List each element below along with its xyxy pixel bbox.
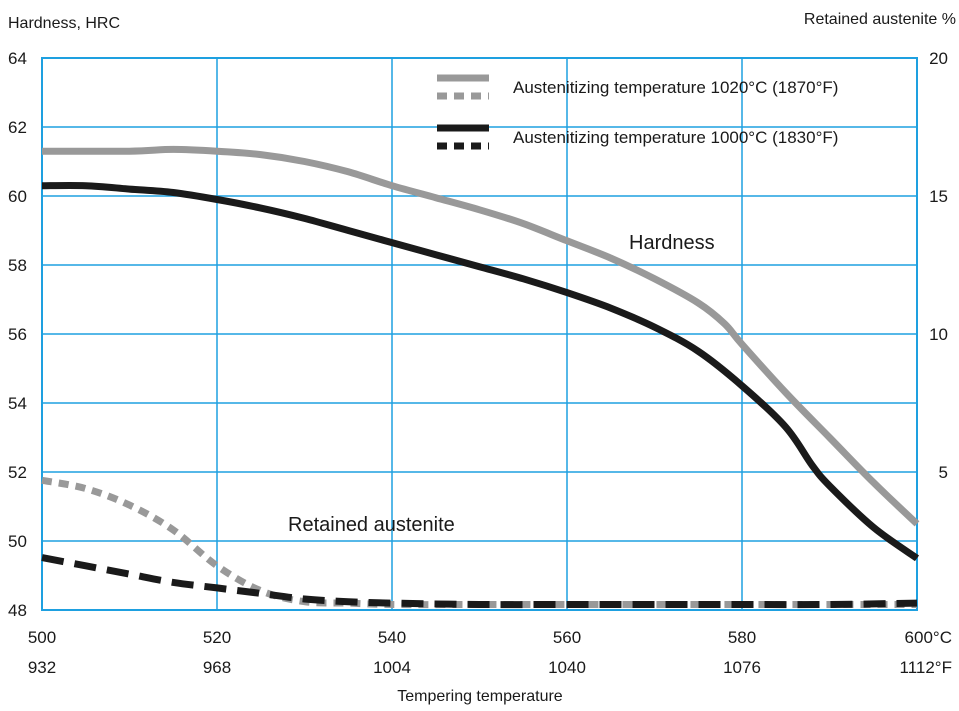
x-tick-label-fahrenheit: 1040 [548, 658, 586, 677]
x-tick-label-celsius: 580 [728, 628, 756, 647]
tick-labels: 48 50 52 54 56 58 60 62 64 5 10 15 20 500 520 540 560 580… [8, 49, 952, 677]
annotation-hardness: Hardness [629, 232, 715, 254]
y-right-tick-label: 20 [929, 49, 948, 68]
y-axis-right-title: Retained austenite % [804, 11, 956, 28]
x-tick-label-celsius: 540 [378, 628, 406, 647]
y-left-tick-label: 56 [8, 325, 27, 344]
x-tick-label-fahrenheit: 1076 [723, 658, 761, 677]
x-tick-label-fahrenheit: 968 [203, 658, 231, 677]
y-left-tick-label: 60 [8, 187, 27, 206]
y-right-tick-label: 5 [939, 463, 948, 482]
legend-label-1020: Austenitizing temperature 1020°C (1870°F… [513, 78, 838, 97]
x-tick-label-fahrenheit: 1004 [373, 658, 411, 677]
plot-frame [41, 57, 918, 611]
annotation-retained-austenite: Retained austenite [288, 514, 455, 536]
y-right-tick-label: 15 [929, 187, 948, 206]
x-tick-label-celsius: 500 [28, 628, 56, 647]
x-tick-label-celsius: 520 [203, 628, 231, 647]
y-left-tick-label: 64 [8, 49, 27, 68]
y-left-tick-label: 54 [8, 394, 27, 413]
y-left-tick-label: 50 [8, 532, 27, 551]
x-tick-label-fahrenheit: 932 [28, 658, 56, 677]
legend-label-1000: Austenitizing temperature 1000°C (1830°F… [513, 128, 838, 147]
y-left-tick-label: 48 [8, 601, 27, 620]
series-line-3 [41, 554, 918, 609]
series-line-2 [41, 476, 917, 609]
y-left-tick-label: 52 [8, 463, 27, 482]
series-layer [41, 145, 920, 609]
x-tick-label-celsius: 560 [553, 628, 581, 647]
x-axis-title: Tempering temperature [397, 688, 563, 705]
x-tick-label-fahrenheit: 1112°F [900, 658, 952, 677]
x-tick-label-celsius: 600°C [905, 628, 952, 647]
legend: Austenitizing temperature 1020°C (1870°F… [437, 74, 838, 150]
series-line-0 [41, 145, 920, 527]
y-axis-left-title: Hardness, HRC [8, 15, 120, 32]
series-line-1 [41, 181, 920, 562]
y-left-tick-label: 58 [8, 256, 27, 275]
y-left-tick-label: 62 [8, 118, 27, 137]
y-right-tick-label: 10 [929, 325, 948, 344]
